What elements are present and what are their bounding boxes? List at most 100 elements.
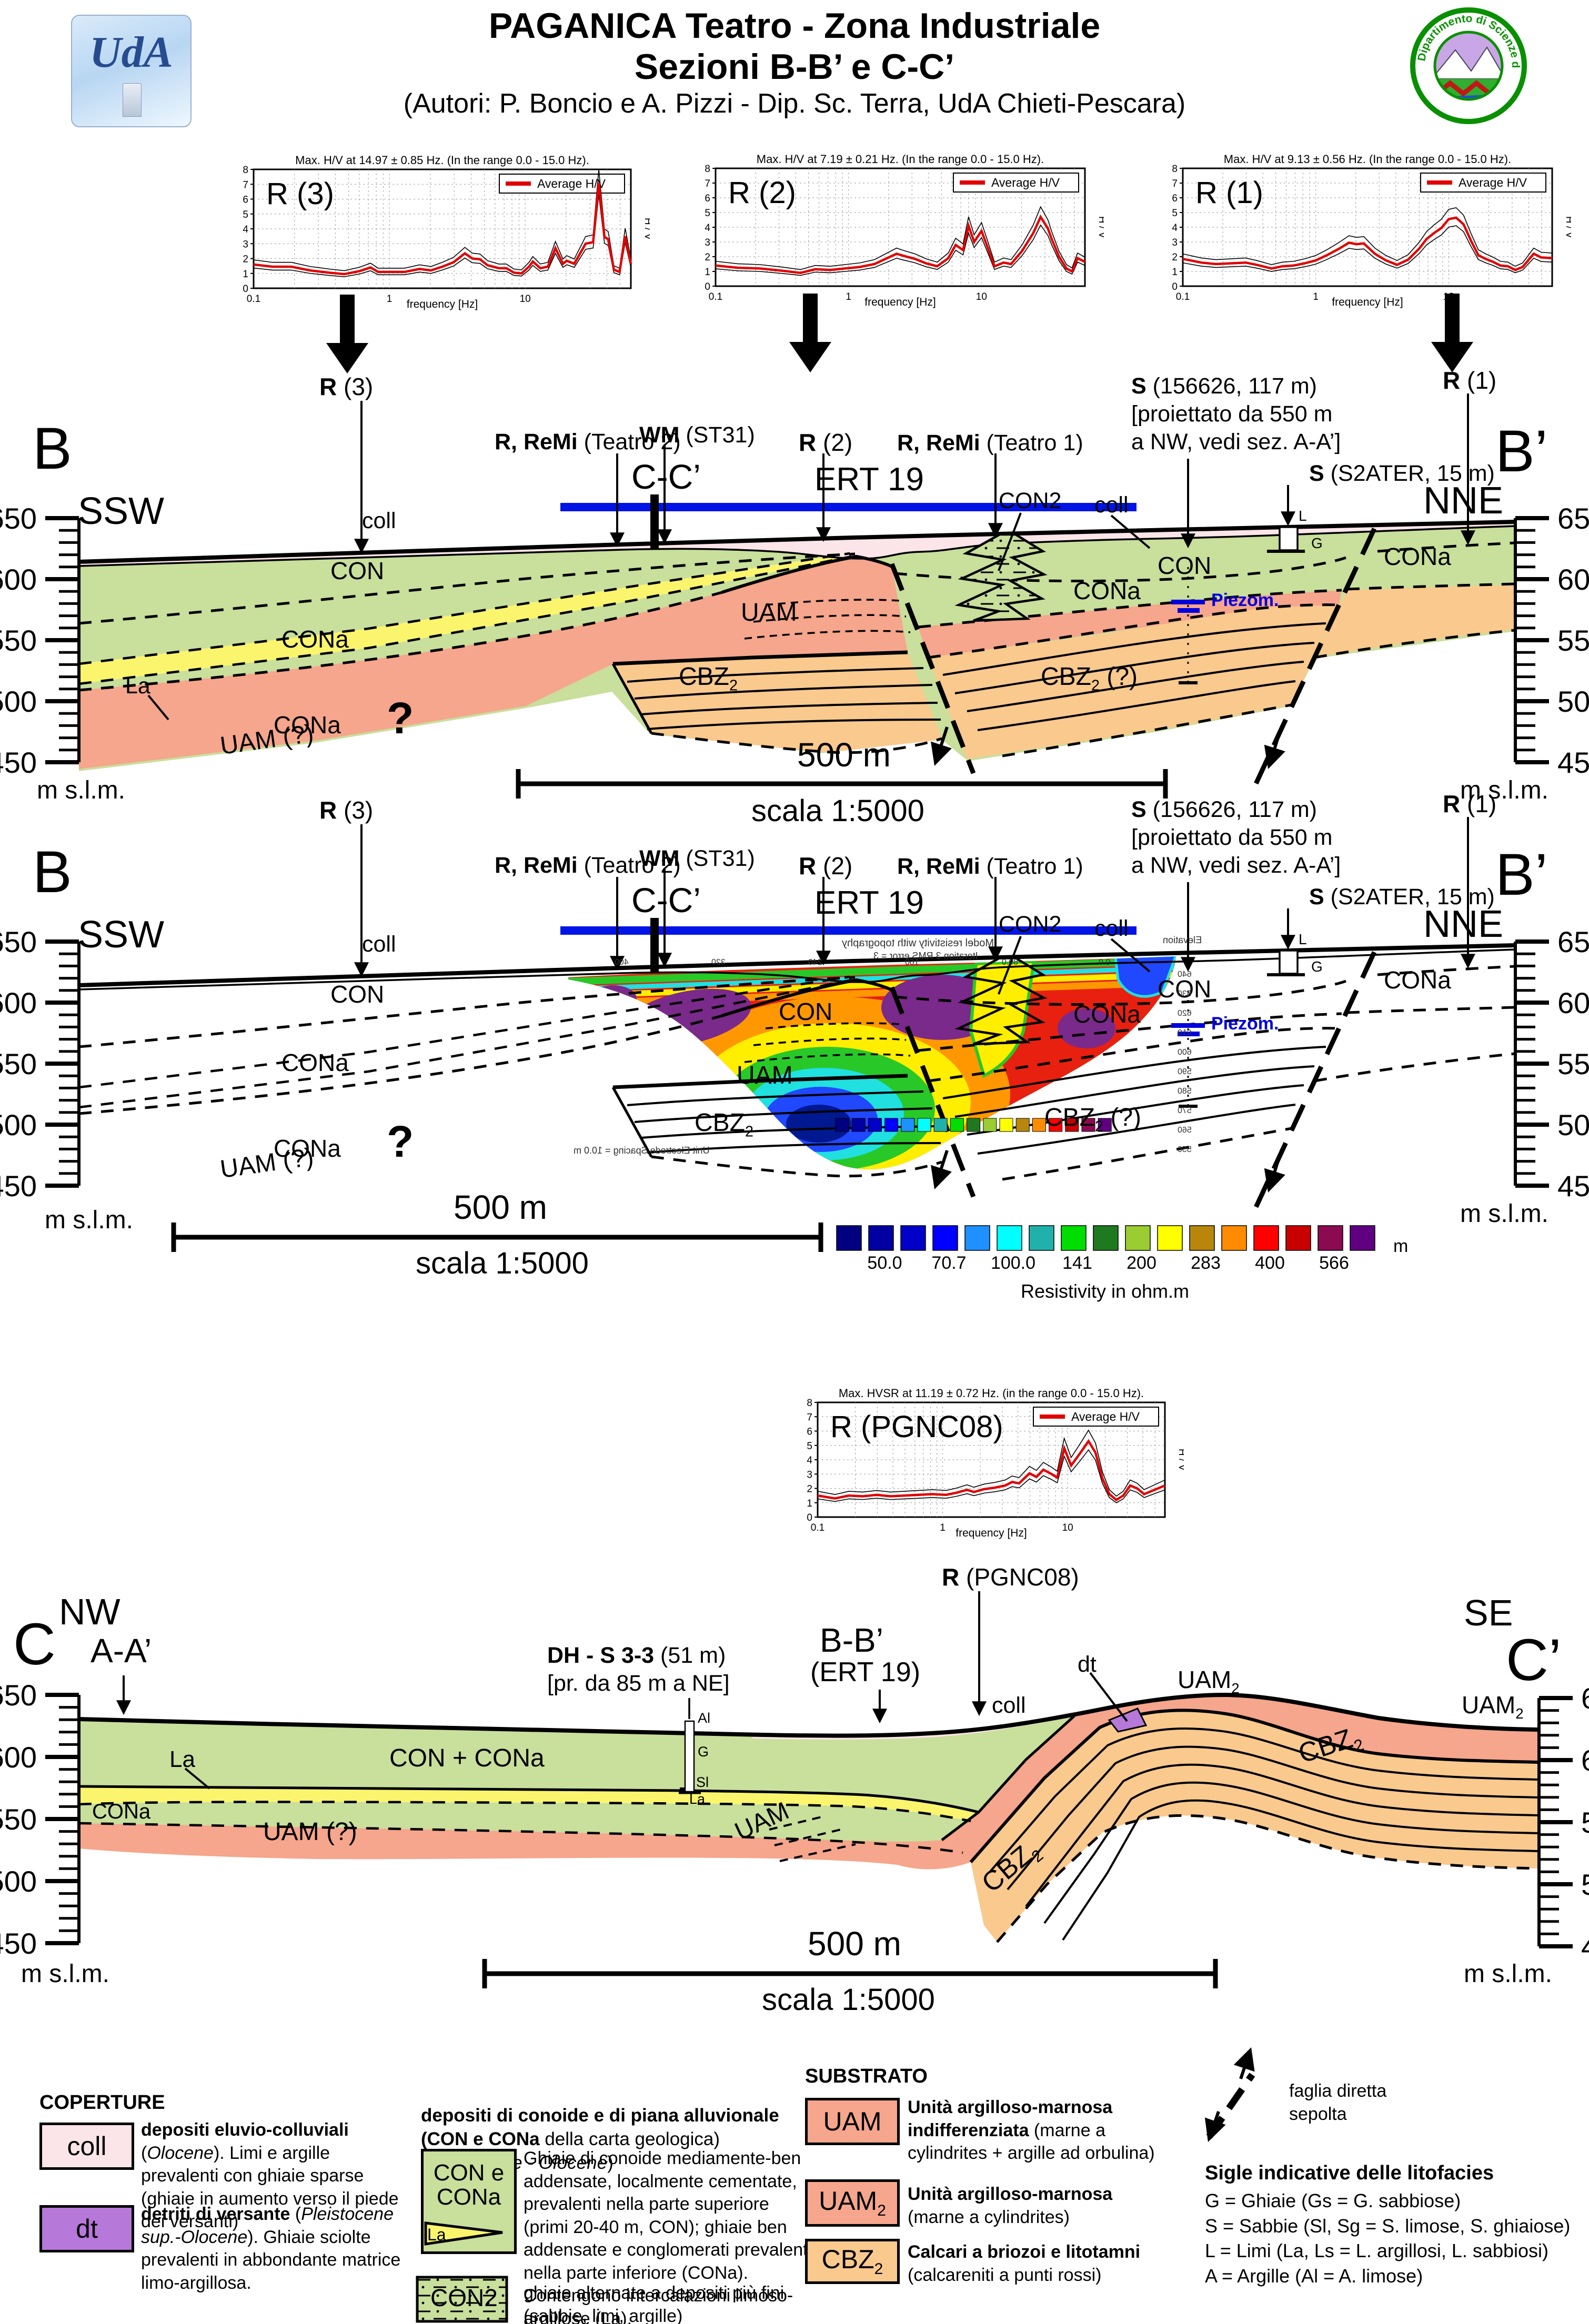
unit-la: La — [169, 1746, 195, 1772]
svg-text:100.0: 100.0 — [991, 1253, 1035, 1273]
svg-text:4: 4 — [243, 224, 248, 235]
unit-con-cona: CON + CONa — [389, 1744, 545, 1772]
unit-cona: CONa — [274, 711, 341, 739]
direction-se: SE — [1464, 1592, 1513, 1633]
con2-zone — [954, 533, 1048, 622]
legend-key-cbz2: CBZ2 — [805, 2239, 900, 2284]
legend-la-label: La — [427, 2225, 446, 2244]
svg-text:R (PGNC08): R (PGNC08) — [830, 1410, 1003, 1444]
svg-text:550: 550 — [0, 1803, 37, 1836]
svg-text:650: 650 — [1557, 925, 1589, 958]
svg-text:frequency [Hz]: frequency [Hz] — [864, 296, 936, 308]
svg-text:1: 1 — [1313, 291, 1319, 302]
svg-text:2: 2 — [705, 252, 710, 263]
svg-text:10: 10 — [1062, 1522, 1073, 1533]
resistivity-colorbar-mini — [835, 1118, 1112, 1132]
svg-text:70.7: 70.7 — [931, 1253, 966, 1273]
borehole-dh-label: DH - S 3-3 (51 m) — [547, 1643, 726, 1668]
piezometer-label: Piezom. — [1211, 590, 1279, 610]
svg-text:550: 550 — [0, 624, 37, 657]
svg-text:3: 3 — [243, 239, 248, 250]
borehole-s156626-label: S (156626, 117 m) — [1131, 797, 1317, 822]
crossline-cc: C-C’ — [631, 881, 701, 920]
ert-xtick: 0.0 — [1099, 958, 1111, 967]
unit-con2-label: CON2 — [999, 488, 1062, 513]
svg-text:600: 600 — [1557, 986, 1589, 1019]
svg-text:650: 650 — [1581, 1682, 1589, 1715]
page-title-line1: PAGANICA Teatro - Zona Industriale — [488, 6, 1101, 46]
unit-con: CON — [330, 981, 385, 1008]
dt-wedge — [1108, 1707, 1148, 1733]
borehole-s2ater — [1267, 949, 1305, 976]
svg-text:550: 550 — [0, 1047, 37, 1080]
borehole-litho-g: G — [1311, 535, 1323, 551]
station-remi-teatro2: R, ReMi (Teatro 2) — [495, 853, 681, 878]
svg-text:frequency [Hz]: frequency [Hz] — [1332, 296, 1403, 308]
station-r1: R (1) — [1443, 367, 1497, 394]
station-wm-st31: WM (ST31) — [639, 846, 755, 871]
uda-logo-text: UdA — [89, 28, 173, 77]
svg-text:7: 7 — [807, 1412, 812, 1423]
piezometer — [1171, 1023, 1205, 1036]
direction-nw: NW — [59, 1591, 120, 1632]
elevation-scale: 650 600 550 500 450 — [1514, 502, 1589, 779]
unit-cbz2: CBZ2 — [679, 663, 738, 694]
crossline-aa: A-A’ — [90, 1632, 152, 1670]
svg-text:10: 10 — [1443, 291, 1454, 302]
borehole-s156626-label3: a NW, vedi sez. A-A’] — [1131, 853, 1341, 878]
svg-text:600: 600 — [0, 563, 37, 596]
unit-cbz2-q: CBZ2 (?) — [1044, 1104, 1142, 1135]
section-end-b2: B’ — [1495, 418, 1548, 484]
station-r3: R (3) — [319, 373, 374, 400]
unit-la: La — [125, 673, 150, 699]
unit-uam: UAM — [737, 1062, 793, 1089]
elevation-scale: 650 600 550 500 450 — [1514, 925, 1589, 1203]
svg-text:8: 8 — [1172, 164, 1178, 175]
unit-coll-label: coll — [362, 508, 396, 533]
svg-text:0: 0 — [807, 1512, 812, 1523]
svg-text:650: 650 — [1557, 502, 1589, 535]
svg-text:Max. H/V at 7.19 ± 0.21 Hz. (I: Max. H/V at 7.19 ± 0.21 Hz. (In the rang… — [757, 153, 1044, 166]
unit-cona: CONa — [274, 1135, 341, 1162]
section-end-b: B — [33, 839, 72, 905]
scale-text: scala 1:5000 — [762, 1983, 935, 2017]
svg-text:4: 4 — [705, 223, 710, 234]
legend-la-wedge — [424, 2221, 503, 2246]
uda-logo: UdA — [71, 15, 192, 127]
legend-heading-substrato: SUBSTRATO — [805, 2065, 928, 2087]
unit-con: CON — [330, 557, 385, 584]
svg-text:450: 450 — [0, 1169, 37, 1203]
ert-line — [560, 503, 1137, 511]
svg-text:600: 600 — [1581, 1744, 1589, 1777]
svg-text:200: 200 — [1127, 1253, 1156, 1273]
section-bb-ert: 50.0 70.7 100.0 141 200 283 400 566 — [78, 817, 1516, 1273]
svg-text:450: 450 — [1557, 1169, 1589, 1203]
elevation-scale: 650 600 550 500 450 — [0, 925, 81, 1203]
station-r2: R (2) — [799, 429, 853, 456]
svg-text:Max. H/V at 9.13 ± 0.56 Hz. (I: Max. H/V at 9.13 ± 0.56 Hz. (In the rang… — [1224, 153, 1511, 166]
question-mark: ? — [387, 1117, 414, 1166]
svg-text:5: 5 — [243, 209, 248, 220]
legend-heading-coperture: COPERTURE — [39, 2091, 165, 2114]
svg-text:50.0: 50.0 — [867, 1253, 902, 1273]
scale-text: scala 1:5000 — [416, 1246, 589, 1280]
svg-text:6: 6 — [705, 193, 710, 204]
ert-elev-tick: 560 — [1178, 1126, 1192, 1135]
direction-ssw: SSW — [78, 490, 165, 532]
msl-label: m s.l.m. — [37, 776, 125, 804]
legend-key-dt: dt — [39, 2205, 134, 2252]
borehole-s156626-label2: [proiettato da 550 m — [1131, 401, 1333, 427]
svg-text:450: 450 — [0, 1927, 37, 1960]
borehole-s2ater-label: S (S2ATER, 15 m) — [1309, 461, 1495, 486]
borehole-s156626-label3: a NW, vedi sez. A-A’] — [1131, 429, 1341, 454]
svg-text:3: 3 — [1172, 237, 1178, 248]
unit-cona: CONa — [92, 1800, 151, 1823]
svg-text:141: 141 — [1062, 1253, 1092, 1273]
ert-elev-tick: 620 — [1178, 1009, 1192, 1018]
svg-text:5: 5 — [705, 208, 710, 219]
unit-coll-label: coll — [362, 932, 396, 957]
svg-text:550: 550 — [1557, 624, 1589, 657]
svg-text:450: 450 — [0, 746, 37, 779]
ert-model-text: Model resistivity with topography — [842, 937, 994, 949]
